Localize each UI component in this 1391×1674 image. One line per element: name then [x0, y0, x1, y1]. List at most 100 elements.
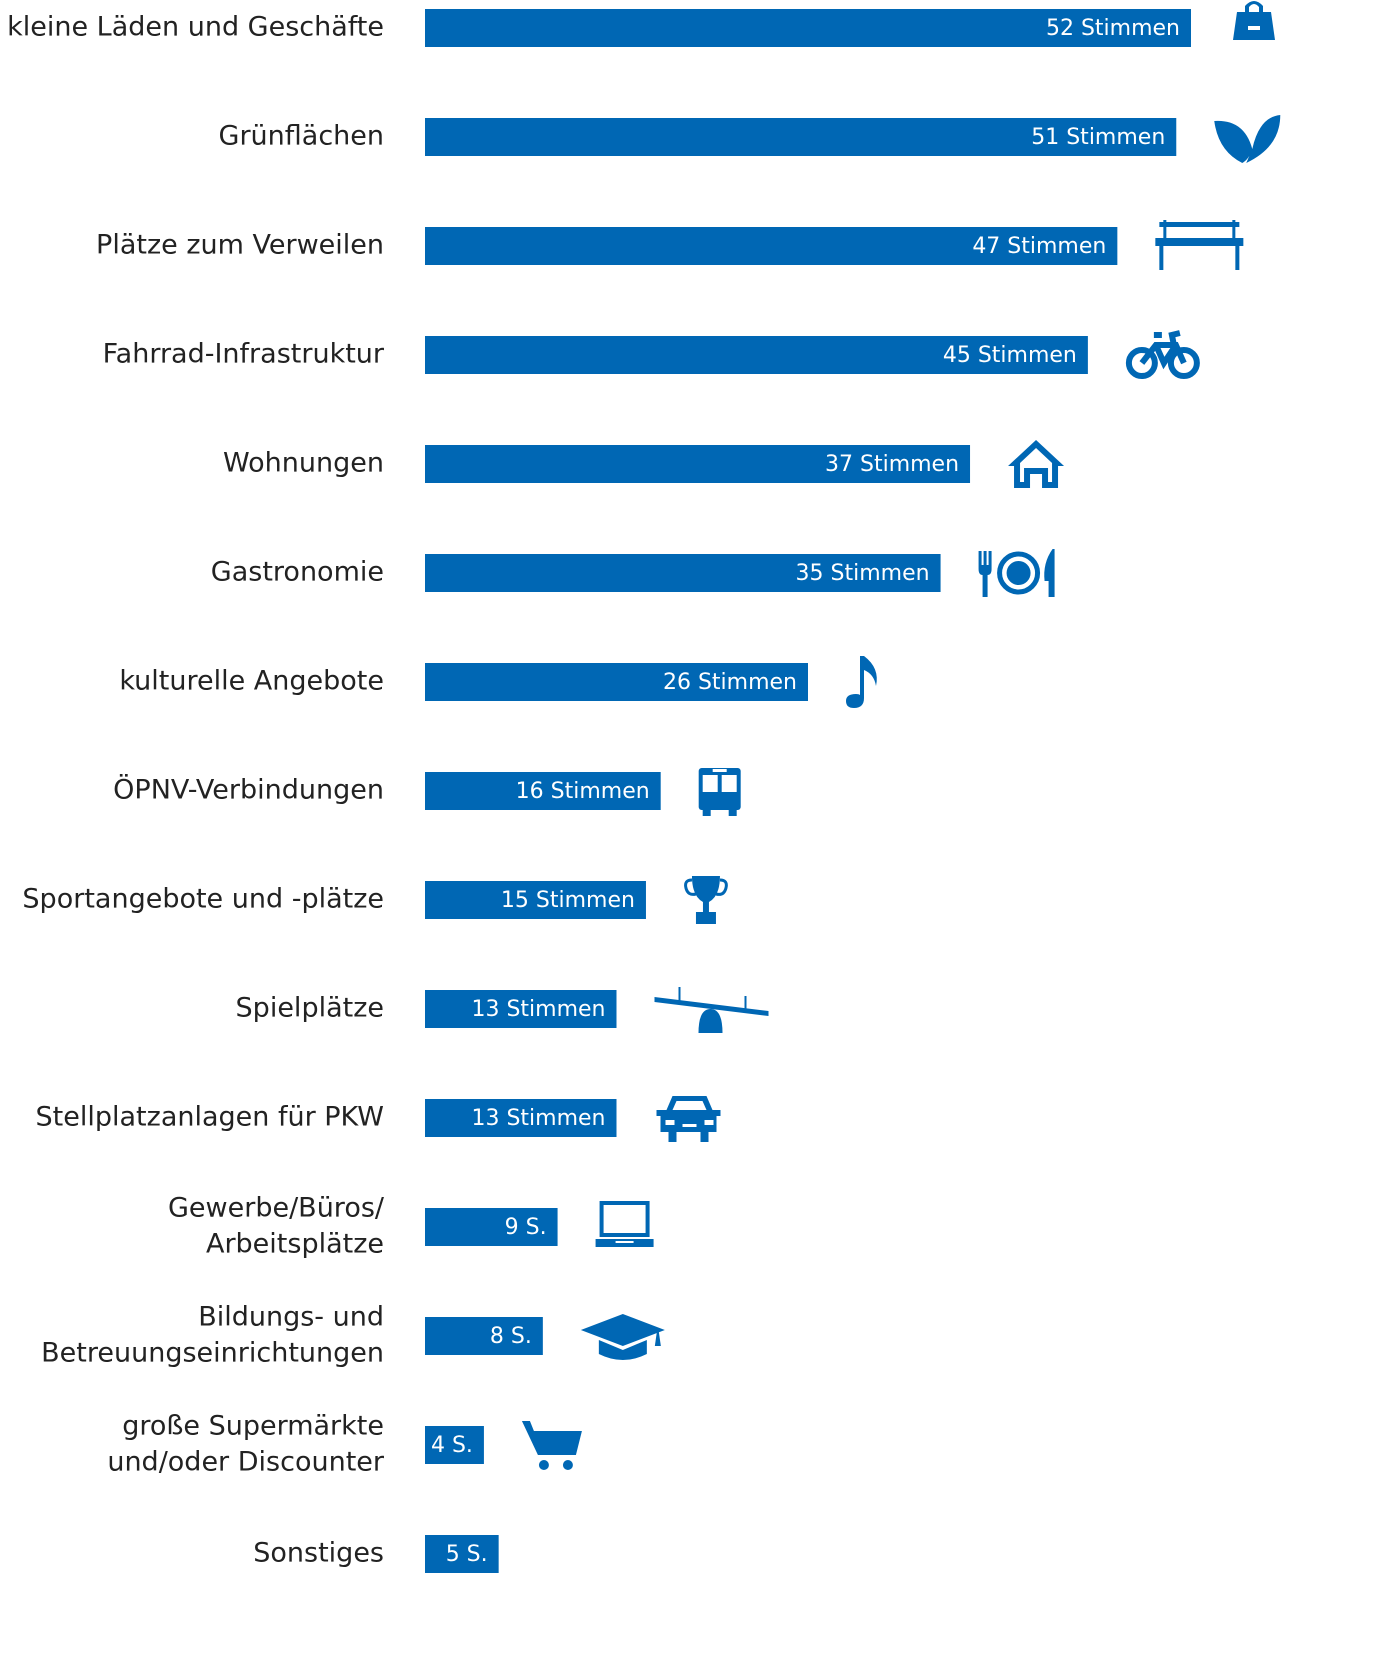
category-label: Spielplätze: [236, 993, 384, 1024]
icon-part: [1163, 220, 1167, 240]
icon-part: [1006, 561, 1031, 585]
category-label: Plätze zum Verweilen: [96, 230, 384, 261]
bar: [425, 445, 971, 483]
bar: [425, 118, 1177, 156]
icon-part: [702, 775, 718, 792]
icon-part: [580, 1314, 665, 1346]
category-label: Gastronomie: [211, 557, 384, 588]
category-label: Grünflächen: [219, 121, 384, 152]
icon-part: [712, 769, 727, 772]
value-label: 4 S.: [431, 1433, 473, 1458]
category-label: Bildungs- und: [198, 1302, 384, 1333]
icon-part: [1159, 222, 1240, 227]
category-label: Sonstiges: [253, 1538, 384, 1569]
icon-part: [682, 1124, 697, 1127]
icon-part: [702, 810, 711, 816]
icon-part: [704, 1120, 714, 1125]
icon: [595, 1201, 654, 1247]
bar: [425, 9, 1191, 47]
icon-part: [1159, 238, 1164, 270]
bar: [425, 772, 661, 810]
value-label: 13 Stimmen: [471, 1106, 605, 1131]
icon: [684, 876, 728, 924]
category-label: Betreuungseinrichtungen: [41, 1338, 384, 1369]
icon-part: [721, 775, 737, 792]
icon: [654, 987, 769, 1033]
icon-part: [521, 1421, 582, 1455]
category-label: Fahrrad-Infrastruktur: [103, 339, 385, 370]
category-label: kleine Läden und Geschäfte: [7, 12, 384, 43]
bar: [425, 990, 617, 1028]
icon-part: [562, 1460, 573, 1470]
icon: [1233, 1, 1275, 40]
value-label: 9 S.: [505, 1215, 547, 1240]
bar: [425, 1099, 617, 1137]
icon: [1155, 220, 1244, 270]
category-label: kulturelle Angebote: [119, 666, 384, 697]
icon-part: [538, 1460, 549, 1470]
icon-part: [1139, 330, 1187, 370]
value-label: 26 Stimmen: [663, 670, 797, 695]
icon: [698, 768, 741, 816]
icon: [846, 656, 877, 708]
icon-part: [1233, 1, 1275, 40]
icon-part: [678, 987, 681, 1001]
icon: [656, 1096, 721, 1142]
category-label: Sportangebote und -plätze: [22, 884, 384, 915]
icon-part: [665, 1120, 675, 1125]
icon-part: [978, 551, 992, 597]
category-label: Wohnungen: [223, 448, 384, 479]
icon-part: [672, 1101, 707, 1110]
category-label: und/oder Discounter: [107, 1447, 385, 1478]
icon: [978, 549, 1055, 597]
value-label: 15 Stimmen: [501, 888, 635, 913]
icon: [521, 1421, 582, 1470]
bar: [425, 554, 941, 592]
value-label: 47 Stimmen: [972, 234, 1106, 259]
bar: [425, 1535, 499, 1573]
value-label: 35 Stimmen: [796, 561, 930, 586]
bar: [425, 881, 646, 919]
value-label: 16 Stimmen: [516, 779, 650, 804]
icon-part: [598, 1340, 647, 1360]
value-label: 5 S.: [446, 1542, 488, 1567]
icon-part: [1125, 347, 1158, 379]
icon-part: [698, 1009, 723, 1033]
icon-part: [997, 551, 1041, 595]
icon-part: [1044, 549, 1055, 597]
value-label: 37 Stimmen: [825, 452, 959, 477]
icon-part: [846, 656, 877, 708]
icon-part: [744, 996, 747, 1010]
bar: [425, 663, 808, 701]
icon-part: [599, 1201, 650, 1237]
category-label: Gewerbe/Büros/: [168, 1193, 385, 1224]
value-label: 52 Stimmen: [1046, 16, 1180, 41]
icon: [1214, 115, 1281, 163]
value-label: 8 S.: [490, 1324, 532, 1349]
icon-part: [615, 1241, 634, 1243]
value-label: 45 Stimmen: [943, 343, 1077, 368]
icon-part: [728, 810, 737, 816]
icon-part: [1167, 347, 1200, 379]
icon-part: [684, 878, 728, 896]
icon-part: [1020, 448, 1053, 482]
icon: [580, 1314, 665, 1360]
icon: [1008, 440, 1065, 488]
icon: [1125, 330, 1200, 379]
icon-part: [654, 997, 769, 1016]
category-label: große Supermärkte: [122, 1411, 384, 1442]
bar: [425, 1426, 484, 1464]
category-label: Stellplatzanlagen für PKW: [36, 1102, 384, 1133]
icon-part: [1155, 238, 1244, 246]
icon-part: [654, 1332, 661, 1346]
icon-part: [691, 876, 720, 924]
bar: [425, 1317, 543, 1355]
category-label: ÖPNV-Verbindungen: [113, 774, 384, 806]
bar: [425, 227, 1118, 265]
icon-part: [1248, 26, 1260, 30]
value-label: 51 Stimmen: [1031, 125, 1165, 150]
icon-part: [1214, 115, 1281, 163]
bar: [425, 1208, 558, 1246]
category-label: Arbeitsplätze: [206, 1229, 384, 1260]
